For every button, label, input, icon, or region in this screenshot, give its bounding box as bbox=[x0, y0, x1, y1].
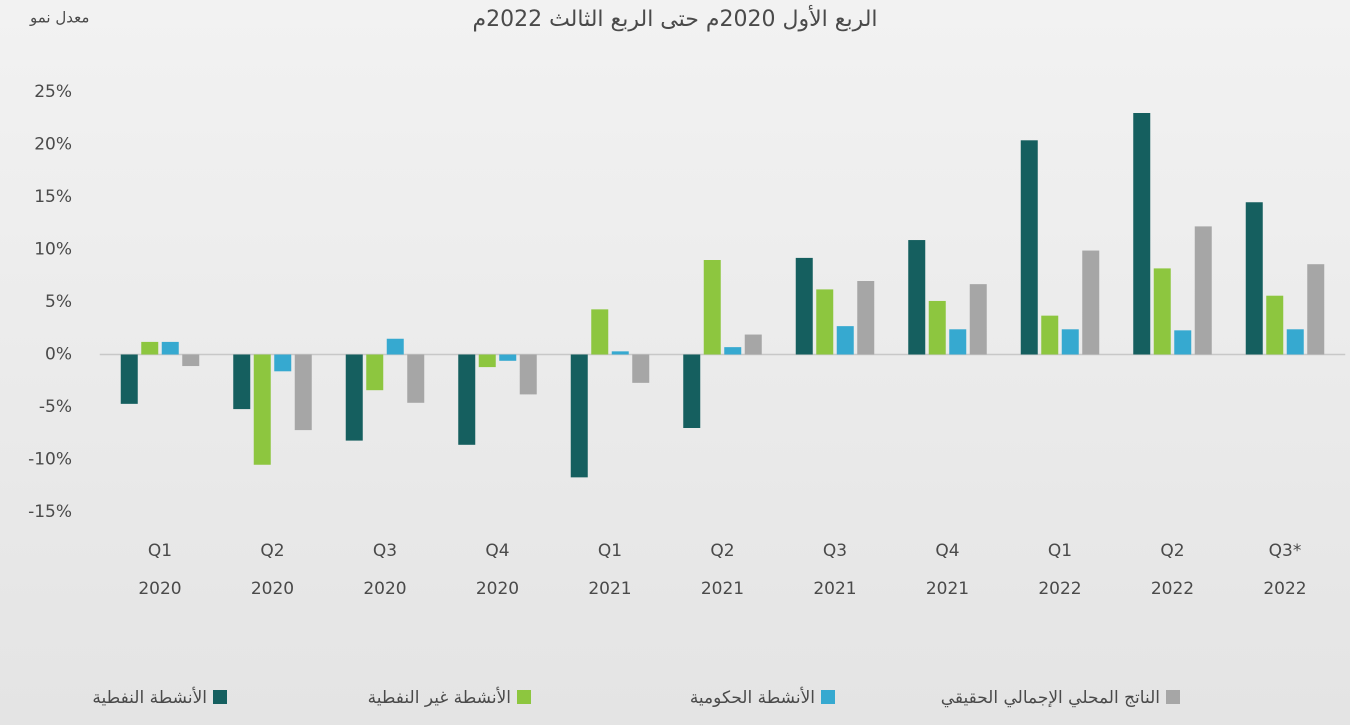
bar bbox=[744, 334, 762, 355]
x-tick-label: 2022 bbox=[1263, 579, 1306, 599]
bar bbox=[795, 257, 813, 355]
x-tick-label: 2022 bbox=[1151, 579, 1194, 599]
legend-label: الأنشطة الحكومية bbox=[690, 687, 815, 708]
y-tick-label: 15% bbox=[34, 187, 72, 207]
legend-swatch bbox=[517, 690, 531, 704]
y-tick-label: -10% bbox=[28, 450, 72, 470]
bar bbox=[478, 354, 496, 368]
y-axis-label: معدل نمو bbox=[29, 9, 89, 27]
bar bbox=[683, 354, 701, 428]
bar bbox=[1041, 315, 1059, 355]
x-tick-label: 2020 bbox=[251, 579, 294, 599]
bar bbox=[366, 354, 384, 391]
x-tick-label: 2020 bbox=[138, 579, 181, 599]
bar bbox=[703, 260, 721, 355]
bar bbox=[1153, 268, 1171, 355]
x-tick-label: Q1 bbox=[1048, 541, 1072, 561]
x-tick-label: 2020 bbox=[363, 579, 406, 599]
bar bbox=[816, 289, 834, 355]
bar bbox=[908, 240, 926, 355]
x-tick-label: Q1 bbox=[148, 541, 172, 561]
bar bbox=[253, 354, 271, 465]
bar bbox=[182, 354, 200, 367]
y-tick-label: 5% bbox=[45, 292, 72, 312]
bar bbox=[161, 341, 179, 355]
bar bbox=[499, 354, 517, 361]
x-tick-label: Q3 bbox=[373, 541, 397, 561]
bar bbox=[857, 281, 875, 355]
bar bbox=[386, 338, 404, 355]
bar bbox=[1082, 250, 1100, 355]
bar bbox=[1286, 329, 1304, 355]
y-tick-label: 0% bbox=[45, 345, 72, 365]
bar bbox=[120, 354, 138, 404]
x-tick-label: Q3* bbox=[1269, 541, 1302, 561]
bar bbox=[274, 354, 292, 372]
x-tick-label: 2021 bbox=[588, 579, 631, 599]
bar bbox=[1307, 264, 1325, 355]
x-tick-label: Q1 bbox=[598, 541, 622, 561]
bar bbox=[1020, 140, 1038, 355]
y-tick-label: -15% bbox=[28, 502, 72, 522]
legend-swatch bbox=[213, 690, 227, 704]
legend-swatch bbox=[821, 690, 835, 704]
legend-label: الناتج المحلي الإجمالي الحقيقي bbox=[941, 688, 1160, 708]
chart-title: الربع الأول 2020م حتى الربع الثالث 2022م bbox=[472, 5, 877, 32]
x-tick-label: Q2 bbox=[260, 541, 284, 561]
bar bbox=[1174, 330, 1192, 355]
x-tick-label: Q2 bbox=[1160, 541, 1184, 561]
bar bbox=[836, 326, 854, 355]
x-tick-label: 2020 bbox=[476, 579, 519, 599]
bar bbox=[1061, 329, 1079, 355]
y-tick-label: 20% bbox=[34, 135, 72, 155]
legend-swatch bbox=[1166, 690, 1180, 704]
bar bbox=[345, 354, 363, 441]
bar bbox=[949, 329, 967, 355]
bar bbox=[407, 354, 425, 403]
bar bbox=[724, 347, 742, 355]
bar bbox=[591, 309, 609, 355]
bar bbox=[632, 354, 650, 383]
x-tick-label: Q4 bbox=[485, 541, 509, 561]
bar bbox=[294, 354, 312, 431]
bar bbox=[233, 354, 251, 410]
x-tick-label: 2021 bbox=[701, 579, 744, 599]
y-tick-label: -5% bbox=[39, 397, 72, 417]
x-tick-label: Q3 bbox=[823, 541, 847, 561]
legend-label: الأنشطة غير النفطية bbox=[368, 687, 511, 708]
x-tick-label: Q4 bbox=[935, 541, 959, 561]
y-tick-label: 25% bbox=[34, 82, 72, 102]
x-tick-label: Q2 bbox=[710, 541, 734, 561]
bar bbox=[1133, 113, 1151, 355]
bar bbox=[519, 354, 537, 395]
legend-label: الأنشطة النفطية bbox=[92, 687, 207, 708]
bar bbox=[1194, 226, 1212, 355]
bar bbox=[458, 354, 476, 445]
x-tick-label: 2022 bbox=[1038, 579, 1081, 599]
x-tick-label: 2021 bbox=[813, 579, 856, 599]
x-tick-label: 2021 bbox=[926, 579, 969, 599]
bar bbox=[141, 341, 159, 355]
bar bbox=[1245, 202, 1263, 355]
bar bbox=[570, 354, 588, 478]
bar bbox=[1266, 295, 1284, 355]
bar bbox=[928, 300, 946, 355]
bar bbox=[969, 284, 987, 355]
y-tick-label: 10% bbox=[34, 240, 72, 260]
bar bbox=[611, 351, 629, 355]
